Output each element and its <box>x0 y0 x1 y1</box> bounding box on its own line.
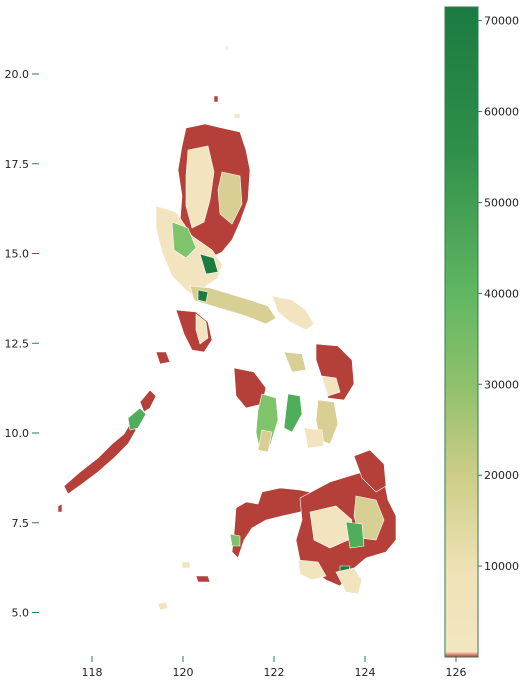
map-region-batanes-1 <box>213 95 219 103</box>
colorbar-tick-label: 50000 <box>484 196 519 209</box>
map-region-lubang <box>155 351 171 365</box>
x-tick-label: 120 <box>173 666 194 679</box>
map-region-palawan-tip <box>57 503 63 513</box>
map-region-sulu-2 <box>181 561 191 569</box>
colorbar-gradient <box>444 6 479 658</box>
map-region-sulu-1 <box>195 575 211 583</box>
map-region-samar-cream <box>321 375 341 397</box>
map-region-batanes-2 <box>225 45 229 51</box>
map-region-mindanao-cream <box>309 505 353 549</box>
map-region-mindanao-west <box>231 487 319 559</box>
colorbar-tick-label: 10000 <box>484 560 519 573</box>
map-region-luzon-south <box>189 285 277 325</box>
map-region-masbate <box>283 351 307 373</box>
map-region-mindanao-ne <box>353 449 387 493</box>
map-region-cebu <box>283 393 303 433</box>
colorbar-tick-label: 20000 <box>484 469 519 482</box>
x-tick-label: 118 <box>82 666 103 679</box>
y-tick-label: 12.5 <box>5 337 30 350</box>
map-region-luzon-east <box>217 171 243 225</box>
map-region-palawan-south <box>63 423 137 495</box>
map-region-luzon-central-green <box>171 221 197 259</box>
map-region-mindanao-south <box>335 567 363 595</box>
map-region-mindoro-cream <box>195 313 209 345</box>
map-regions <box>57 45 397 611</box>
map-region-luzon-north-cream <box>185 145 215 229</box>
y-tick-label: 15.0 <box>5 248 30 261</box>
map-region-palawan-north <box>139 389 157 413</box>
map-axes: 118 120 122 124 126 5.0 7.5 10.0 12.5 15.0 17.5 20.… <box>5 68 467 679</box>
y-tick-label: 10.0 <box>5 427 30 440</box>
colorbar-tick-label: 40000 <box>484 287 519 300</box>
y-tick-label: 17.5 <box>5 158 30 171</box>
map-region-babuyan <box>233 113 241 119</box>
y-tick-label: 20.0 <box>5 68 30 81</box>
y-tick-label: 7.5 <box>12 517 30 530</box>
map-region-luzon-dg <box>197 289 209 303</box>
map-region-mindanao-west-green <box>229 533 241 547</box>
x-tick-label: 124 <box>355 666 376 679</box>
map-region-mindanao-sw <box>297 559 327 581</box>
map-region-palawan-mid <box>127 407 147 431</box>
y-tick-label: 5.0 <box>12 607 30 620</box>
colorbar: 10000 20000 30000 40000 50000 60000 70000 <box>444 6 519 658</box>
map-region-luzon-manila <box>199 253 219 275</box>
map-region-sulu-3 <box>157 601 169 611</box>
map-region-bicol <box>271 295 315 331</box>
colorbar-tick-label: 60000 <box>484 106 519 119</box>
colorbar-tick-label: 30000 <box>484 378 519 391</box>
x-tick-label: 126 <box>446 666 467 679</box>
colorbar-tick-label: 70000 <box>484 15 519 28</box>
map-region-bohol <box>303 427 325 449</box>
map-region-negros-tan <box>257 429 273 453</box>
map-region-mindanao-green <box>345 521 365 549</box>
x-tick-label: 122 <box>264 666 285 679</box>
